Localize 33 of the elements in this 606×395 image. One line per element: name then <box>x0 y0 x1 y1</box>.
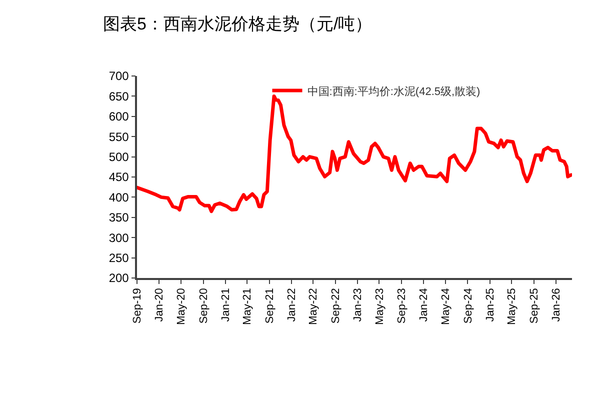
y-tick-label: 400 <box>108 190 130 204</box>
x-tick-label: May-21 <box>242 288 254 325</box>
x-tick-label: Jan-25 <box>484 288 496 322</box>
x-tick-label: May-22 <box>308 288 320 325</box>
x-tick-label: May-23 <box>374 288 386 325</box>
x-tick-label: Jan-26 <box>550 288 562 322</box>
y-tick-label: 200 <box>108 271 130 286</box>
x-tick-label: May-25 <box>506 288 518 325</box>
y-tick-label: 550 <box>108 130 130 144</box>
x-tick-label: Jan-22 <box>286 288 298 322</box>
x-tick-label: Sep-19 <box>132 288 144 324</box>
x-tick-label: Jan-23 <box>352 288 364 322</box>
y-tick-label: 600 <box>108 110 130 124</box>
x-tick-label: May-20 <box>176 288 188 325</box>
y-tick-label: 300 <box>108 230 130 245</box>
y-tick-label: 450 <box>108 170 130 184</box>
x-tick-label: Sep-22 <box>330 288 342 324</box>
y-tick-label: 700 <box>108 69 130 84</box>
x-tick-label: Jan-24 <box>418 288 430 322</box>
x-tick-label: Sep-25 <box>528 288 540 324</box>
x-tick-label: Jan-20 <box>154 288 166 322</box>
chart-title: 图表5：西南水泥价格走势（元/吨） <box>103 14 372 34</box>
x-tick-label: May-24 <box>440 288 452 325</box>
x-tick-label: Sep-20 <box>198 288 210 324</box>
legend-label: 中国:西南:平均价:水泥(42.5级,散装) <box>307 84 480 98</box>
y-tick-label: 650 <box>108 89 130 104</box>
x-tick-label: Sep-23 <box>396 288 408 324</box>
x-tick-label: Jan-21 <box>220 288 232 322</box>
y-tick-label: 500 <box>108 150 130 164</box>
y-tick-label: 250 <box>108 251 130 265</box>
x-tick-label: Sep-24 <box>462 288 474 324</box>
y-tick-label: 350 <box>108 210 130 225</box>
x-tick-label: Sep-21 <box>264 288 276 324</box>
